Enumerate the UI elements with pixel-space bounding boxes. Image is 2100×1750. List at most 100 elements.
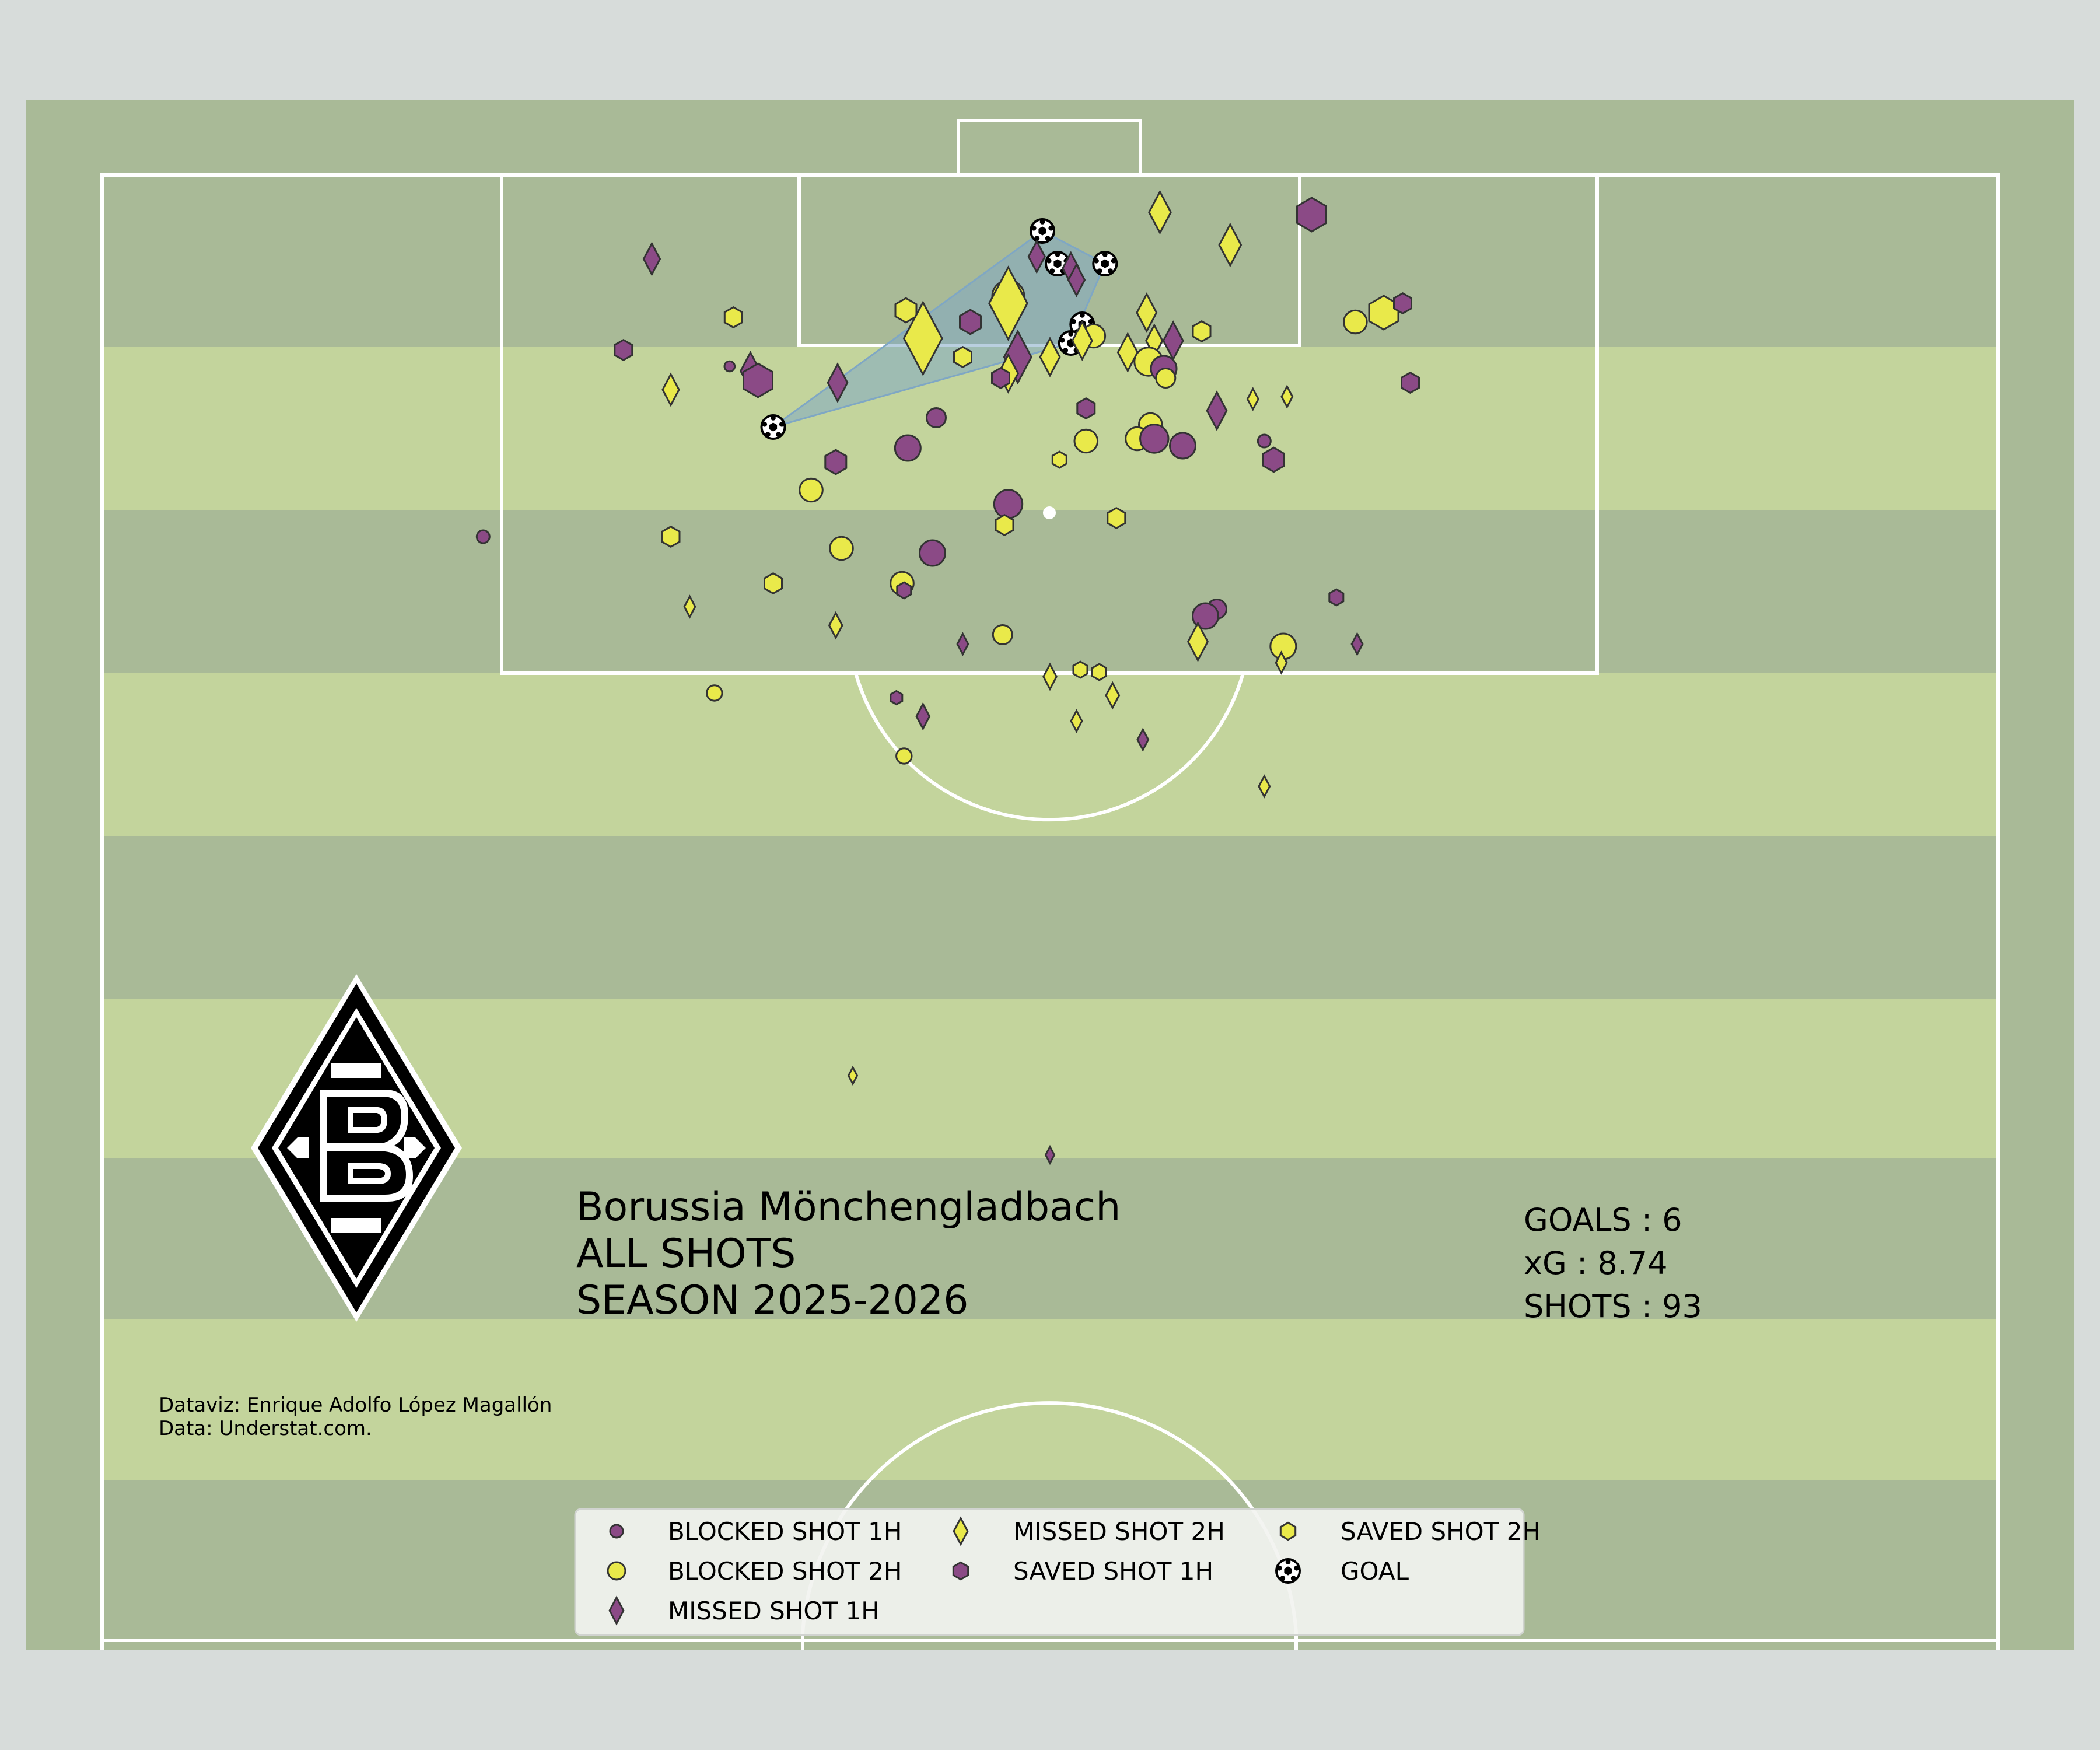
ball-patch bbox=[1071, 318, 1076, 324]
legend-diamond-1h-icon bbox=[608, 1595, 625, 1626]
legend-circle-1h-icon bbox=[609, 1524, 624, 1539]
shot-saved-2h-marker bbox=[1051, 450, 1068, 469]
bottom-frame bbox=[0, 1650, 2100, 1750]
ball-patch bbox=[1294, 1565, 1300, 1571]
shot-missed-2h-marker bbox=[1105, 681, 1121, 710]
ball-patch bbox=[1063, 348, 1068, 353]
ball-patch bbox=[1040, 219, 1045, 225]
shot-blocked-1h-marker bbox=[1169, 432, 1196, 460]
shot-missed-2h-marker bbox=[1136, 292, 1158, 333]
shot-blocked-2h-marker bbox=[829, 536, 854, 561]
shot-missed-2h-marker bbox=[1186, 621, 1209, 662]
ball-patch bbox=[1048, 225, 1054, 231]
penalty-spot bbox=[1043, 506, 1056, 519]
team-title: Borussia Mönchengladbach bbox=[576, 1184, 1121, 1230]
shot-blocked-1h-marker bbox=[475, 529, 491, 544]
shot-blocked-2h-marker bbox=[895, 747, 913, 765]
shot-saved-2h-marker bbox=[661, 525, 681, 548]
shot-blocked-2h-marker bbox=[1155, 368, 1177, 388]
shot-missed-1h-marker bbox=[1027, 239, 1046, 274]
shot-missed-2h-marker bbox=[1280, 384, 1294, 409]
ball-patch bbox=[1097, 268, 1102, 274]
shot-saved-2h-marker bbox=[1192, 320, 1212, 343]
ball-patch bbox=[779, 421, 785, 427]
shot-goal-marker bbox=[760, 414, 786, 440]
ball-patch bbox=[1280, 1576, 1286, 1581]
shot-missed-1h-marker bbox=[1136, 727, 1150, 752]
ball-patch bbox=[1111, 258, 1116, 264]
shot-blocked-2h-marker bbox=[706, 684, 723, 702]
shot-missed-2h-marker bbox=[1258, 774, 1271, 799]
shot-saved-1h-marker bbox=[1328, 588, 1345, 607]
legend-circle-2h-icon bbox=[607, 1561, 626, 1581]
legend-diamond-2h-icon bbox=[953, 1516, 969, 1546]
shot-missed-2h-marker bbox=[988, 265, 1028, 341]
penalty-arc bbox=[854, 673, 1245, 822]
shot-missed-1h-marker bbox=[956, 632, 970, 656]
shot-missed-2h-marker bbox=[1071, 320, 1093, 361]
shot-blocked-2h-marker bbox=[1073, 428, 1099, 454]
shot-markers bbox=[475, 190, 1420, 1166]
shot-missed-1h-marker bbox=[915, 702, 931, 731]
legend: BLOCKED SHOT 1H BLOCKED SHOT 2H MISSED SHO… bbox=[574, 1508, 1541, 1636]
shot-missed-2h-marker bbox=[1246, 387, 1259, 411]
shot-missed-2h-marker bbox=[1148, 190, 1172, 235]
credit-source: Data: Understat.com. bbox=[159, 1417, 372, 1440]
ball-patch bbox=[771, 415, 776, 421]
shot-goal-marker bbox=[1030, 218, 1055, 244]
crest-side-left bbox=[287, 1138, 309, 1158]
shot-saved-2h-marker bbox=[1107, 506, 1126, 530]
ball-patch bbox=[1276, 1565, 1282, 1571]
ball-patch bbox=[1049, 268, 1055, 274]
pitch-stripes bbox=[26, 100, 2074, 1650]
shot-saved-1h-marker bbox=[1401, 371, 1420, 394]
pitch-stripe bbox=[102, 1320, 1998, 1480]
shot-saved-2h-marker bbox=[995, 513, 1014, 537]
ball-patch bbox=[1034, 236, 1040, 241]
shot-missed-1h-marker bbox=[1350, 632, 1364, 656]
stat-goals: GOALS : 6 bbox=[1524, 1202, 1682, 1238]
shot-missed-2h-marker bbox=[1042, 662, 1058, 691]
shot-missed-2h-marker bbox=[1275, 650, 1288, 675]
crest-stripe bbox=[331, 1218, 382, 1233]
shot-blocked-1h-marker bbox=[723, 360, 736, 373]
shot-saved-2h-marker bbox=[764, 572, 783, 595]
shot-saved-1h-marker bbox=[743, 362, 774, 398]
ball-patch bbox=[765, 432, 771, 437]
legend-goal-icon bbox=[1275, 1558, 1301, 1584]
shot-blocked-1h-marker bbox=[926, 407, 947, 428]
ball-patch bbox=[1094, 258, 1099, 264]
ball-patch bbox=[1045, 236, 1051, 241]
legend-label: BLOCKED SHOT 1H bbox=[668, 1517, 902, 1546]
shot-blocked-1h-marker bbox=[1192, 602, 1219, 630]
ball-patch bbox=[1054, 259, 1062, 268]
crest-stripe bbox=[331, 1063, 382, 1078]
shot-blocked-1h-marker bbox=[993, 489, 1024, 519]
ball-patch bbox=[1068, 331, 1074, 337]
shot-blocked-1h-marker bbox=[1256, 433, 1272, 449]
ball-patch bbox=[1102, 252, 1108, 257]
shot-saved-1h-marker bbox=[614, 338, 634, 362]
shot-blocked-1h-marker bbox=[894, 434, 922, 462]
legend-label: BLOCKED SHOT 2H bbox=[668, 1557, 902, 1586]
ball-patch bbox=[1038, 226, 1046, 236]
ball-patch bbox=[1285, 1559, 1291, 1564]
shot-saved-2h-marker bbox=[953, 345, 972, 369]
ball-patch bbox=[1059, 337, 1065, 343]
legend-label: GOAL bbox=[1340, 1557, 1409, 1586]
ball-patch bbox=[776, 432, 782, 437]
shot-missed-2h-marker bbox=[683, 594, 696, 619]
ball-patch bbox=[769, 422, 778, 432]
shot-saved-1h-marker bbox=[1262, 446, 1285, 473]
ball-patch bbox=[1088, 318, 1094, 324]
shot-missed-2h-marker bbox=[662, 372, 680, 407]
legend-label: MISSED SHOT 2H bbox=[1013, 1517, 1225, 1546]
legend-label: SAVED SHOT 1H bbox=[1013, 1557, 1213, 1586]
pitch-stripe bbox=[102, 510, 1998, 673]
legend-label: SAVED SHOT 2H bbox=[1340, 1517, 1541, 1546]
pitch-stripe bbox=[102, 673, 1998, 836]
legend-label: MISSED SHOT 1H bbox=[668, 1597, 880, 1625]
shot-saved-1h-marker bbox=[890, 690, 904, 706]
shot-missed-1h-marker bbox=[1067, 262, 1086, 298]
